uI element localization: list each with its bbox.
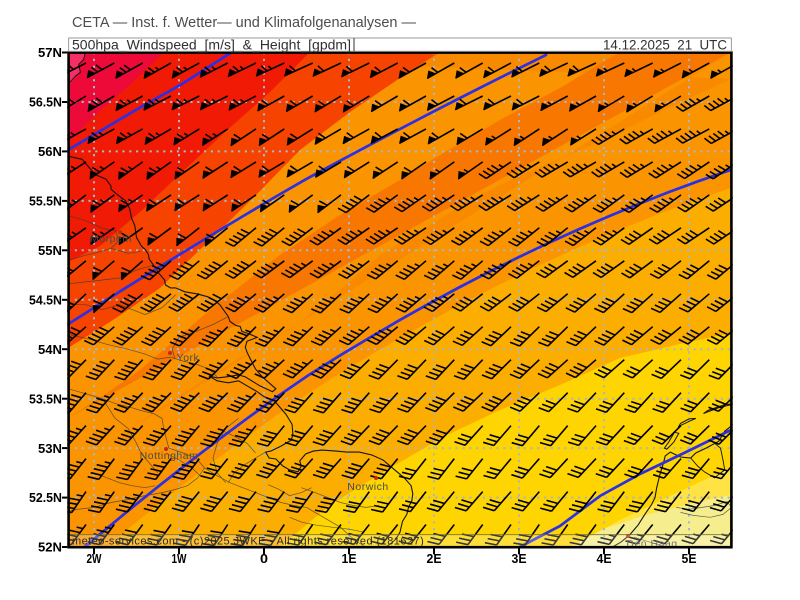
svg-text:55N: 55N	[38, 243, 62, 258]
svg-text:52N: 52N	[38, 540, 62, 555]
svg-text:14.12.2025 21 UTC: 14.12.2025 21 UTC	[603, 37, 727, 53]
svg-text:1W: 1W	[172, 551, 188, 566]
svg-text:500hpa_Windspeed_[m/s]_&_Heigh: 500hpa_Windspeed_[m/s]_&_Height_[gpdm]	[72, 37, 351, 53]
svg-text:4E: 4E	[597, 551, 612, 566]
svg-text:Morpeth: Morpeth	[90, 233, 132, 245]
svg-text:2W: 2W	[87, 551, 103, 566]
svg-text:53.5N: 53.5N	[29, 391, 62, 406]
svg-text:56N: 56N	[38, 144, 62, 159]
svg-text:57N: 57N	[38, 45, 62, 60]
svg-text:Norwich: Norwich	[347, 481, 388, 493]
svg-text:54.5N: 54.5N	[29, 292, 62, 307]
svg-text:55.5N: 55.5N	[29, 194, 62, 209]
svg-text:5E: 5E	[682, 551, 697, 566]
svg-text:54N: 54N	[38, 342, 62, 357]
svg-text:meteo-services.com - (c)2025 J: meteo-services.com - (c)2025 JWKE - All …	[72, 536, 424, 548]
svg-text:56.5N: 56.5N	[29, 95, 62, 110]
svg-text:53N: 53N	[38, 441, 62, 456]
svg-text:Nottingham: Nottingham	[140, 450, 199, 462]
svg-text:1E: 1E	[342, 551, 357, 566]
svg-text:CETA — Inst. f. Wetter— und Kl: CETA — Inst. f. Wetter— und Klimafolgena…	[72, 15, 416, 31]
svg-text:52.5N: 52.5N	[29, 490, 62, 505]
svg-text:York: York	[177, 352, 200, 364]
svg-text:3E: 3E	[512, 551, 527, 566]
svg-text:0: 0	[260, 551, 268, 566]
svg-text:Den Haag: Den Haag	[626, 538, 677, 550]
svg-text:2E: 2E	[427, 551, 442, 566]
